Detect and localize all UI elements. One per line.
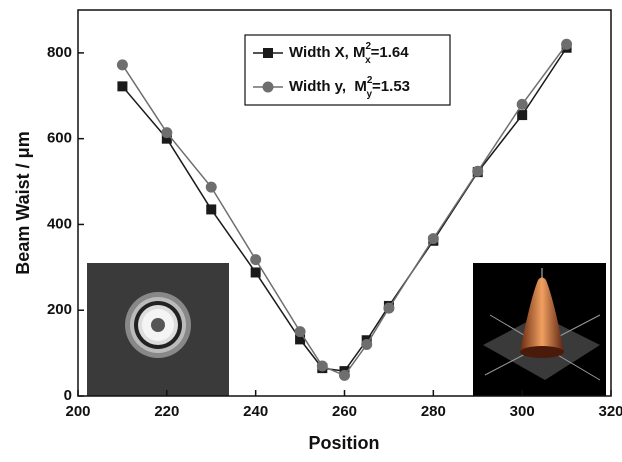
marker-circle [295, 326, 306, 337]
marker-square [206, 204, 216, 214]
marker-circle [517, 99, 528, 110]
inset-ring-image [87, 263, 229, 396]
x-tick-label: 300 [510, 403, 535, 420]
y-tick-label: 400 [47, 215, 72, 232]
marker-circle [117, 59, 128, 70]
legend-label-part: Width X, M [289, 44, 366, 61]
y-axis-label: Beam Waist / μm [13, 131, 33, 274]
legend-marker [263, 48, 273, 58]
x-tick-label: 280 [421, 403, 446, 420]
legend-label-part: =1.64 [371, 44, 410, 61]
marker-circle [472, 166, 483, 177]
marker-square [117, 81, 127, 91]
inset-beam-3d [473, 263, 606, 396]
x-tick-label: 260 [332, 403, 357, 420]
x-tick-label: 220 [154, 403, 179, 420]
marker-circle [206, 182, 217, 193]
marker-circle [361, 339, 372, 350]
marker-square [251, 267, 261, 277]
marker-circle [383, 303, 394, 314]
x-tick-label: 320 [598, 403, 622, 420]
y-tick-label: 800 [47, 44, 72, 61]
marker-circle [428, 233, 439, 244]
marker-square [517, 110, 527, 120]
marker-circle [561, 39, 572, 50]
chart: Beam Waist / μm Position 020040060080020… [0, 0, 622, 457]
legend-label-part: Width y, M [289, 78, 367, 95]
y-tick-label: 600 [47, 130, 72, 147]
marker-circle [161, 127, 172, 138]
y-tick-label: 200 [47, 301, 72, 318]
x-tick-label: 200 [65, 403, 90, 420]
y-tick-label: 0 [64, 387, 72, 404]
x-axis-label: Position [309, 433, 380, 453]
x-tick-label: 240 [243, 403, 268, 420]
marker-circle [317, 360, 328, 371]
legend-marker [263, 82, 274, 93]
marker-circle [250, 254, 261, 265]
legend-label-part: =1.53 [372, 78, 410, 95]
marker-circle [339, 370, 350, 381]
